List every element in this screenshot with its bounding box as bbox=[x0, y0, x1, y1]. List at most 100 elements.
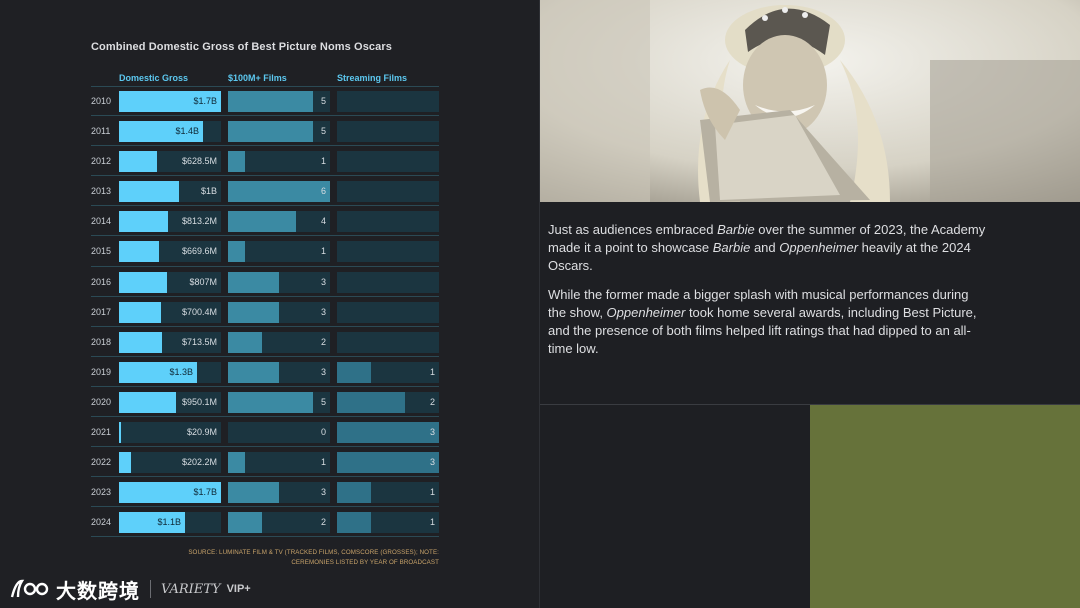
domestic-gross-bar bbox=[119, 452, 132, 474]
domestic-gross-track: $713.5M bbox=[119, 331, 221, 353]
vip-badge: VIP+ bbox=[226, 583, 251, 595]
domestic-gross-bar bbox=[119, 151, 157, 173]
row-rule bbox=[91, 385, 439, 387]
100m-films-track: 5 bbox=[228, 121, 330, 143]
year-label: 2020 bbox=[91, 396, 112, 407]
logo-icon bbox=[10, 579, 49, 598]
100m-films-value-label: 2 bbox=[320, 517, 326, 528]
streaming-films-value-label: 1 bbox=[429, 366, 435, 377]
domestic-gross-track: $20.9M bbox=[119, 422, 221, 444]
row-rule bbox=[91, 295, 439, 297]
100m-films-value-label: 5 bbox=[320, 396, 326, 407]
streaming-films-track bbox=[337, 301, 439, 323]
streaming-films-track bbox=[337, 331, 439, 353]
chart-row: 2021 $20.9M 0 3 bbox=[91, 417, 439, 448]
domestic-gross-bar bbox=[119, 121, 203, 143]
year-label: 2022 bbox=[91, 457, 112, 468]
article-paragraph-1: Just as audiences embraced Barbie over t… bbox=[548, 222, 986, 273]
domestic-gross-bar bbox=[119, 361, 197, 383]
chart-body: 2010 $1.7B 5 2011 $1.4B 5 2012 $628.5M 1 2013 $1B 6… bbox=[91, 86, 439, 538]
row-rule bbox=[91, 506, 439, 508]
chart-row: 2023 $1.7B 3 1 bbox=[91, 477, 439, 508]
domestic-gross-track: $813.2M bbox=[119, 211, 221, 233]
chart-row: 2022 $202.2M 1 3 bbox=[91, 447, 439, 478]
vertical-divider bbox=[539, 0, 540, 608]
domestic-gross-value-label: $202.2M bbox=[181, 457, 217, 468]
column-header-streaming-films: Streaming Films bbox=[337, 73, 408, 83]
100m-films-track: 3 bbox=[228, 271, 330, 293]
domestic-gross-value-label: $1.1B bbox=[157, 517, 181, 528]
streaming-films-track bbox=[337, 271, 439, 293]
100m-films-bar bbox=[228, 151, 245, 173]
domestic-gross-track: $1.3B bbox=[119, 361, 221, 383]
streaming-films-track bbox=[337, 181, 439, 203]
100m-films-bar bbox=[228, 241, 245, 263]
chart-top-rule bbox=[91, 86, 439, 87]
domestic-gross-value-label: $950.1M bbox=[181, 396, 217, 407]
row-rule bbox=[91, 536, 439, 538]
streaming-films-bar bbox=[337, 361, 371, 383]
streaming-films-track: 3 bbox=[337, 422, 439, 444]
chart-title: Combined Domestic Gross of Best Picture … bbox=[91, 41, 392, 53]
domestic-gross-track: $669.6M bbox=[119, 241, 221, 263]
100m-films-track: 3 bbox=[228, 301, 330, 323]
chart-row: 2016 $807M 3 bbox=[91, 267, 439, 297]
row-rule bbox=[91, 446, 439, 448]
100m-films-bar bbox=[228, 482, 279, 504]
row-rule bbox=[91, 235, 439, 237]
streaming-films-track: 1 bbox=[337, 361, 439, 383]
100m-films-value-label: 2 bbox=[320, 336, 326, 347]
100m-films-track: 5 bbox=[228, 91, 330, 112]
100m-films-track: 3 bbox=[228, 361, 330, 383]
chart-row: 2018 $713.5M 2 bbox=[91, 327, 439, 357]
streaming-films-track: 1 bbox=[337, 482, 439, 504]
year-label: 2013 bbox=[91, 186, 112, 197]
year-label: 2017 bbox=[91, 306, 112, 317]
row-rule bbox=[91, 265, 439, 267]
100m-films-value-label: 4 bbox=[320, 216, 326, 227]
chart-row: 2024 $1.1B 2 1 bbox=[91, 507, 439, 538]
100m-films-bar bbox=[228, 512, 262, 534]
column-header-domestic-gross: Domestic Gross bbox=[119, 73, 189, 83]
domestic-gross-track: $202.2M bbox=[119, 452, 221, 474]
streaming-films-value-label: 1 bbox=[429, 487, 435, 498]
streaming-films-track: 3 bbox=[337, 452, 439, 474]
domestic-gross-bar bbox=[119, 422, 121, 444]
streaming-films-bar bbox=[337, 512, 371, 534]
streaming-films-value-label: 3 bbox=[429, 457, 435, 468]
domestic-gross-value-label: $807M bbox=[189, 276, 217, 287]
watermark-brand-name: 大数跨境 bbox=[56, 580, 140, 603]
year-label: 2011 bbox=[91, 126, 111, 137]
domestic-gross-value-label: $1.3B bbox=[169, 366, 193, 377]
100m-films-value-label: 3 bbox=[320, 366, 326, 377]
100m-films-track: 6 bbox=[228, 181, 330, 203]
domestic-gross-track: $1.1B bbox=[119, 512, 221, 534]
chart-row: 2010 $1.7B 5 bbox=[91, 86, 439, 117]
article-text: Just as audiences embraced Barbie over t… bbox=[548, 221, 988, 369]
domestic-gross-bar bbox=[119, 512, 185, 534]
100m-films-bar bbox=[228, 121, 313, 143]
100m-films-bar bbox=[228, 271, 279, 293]
olive-color-block bbox=[810, 405, 1080, 608]
100m-films-track: 4 bbox=[228, 211, 330, 233]
row-rule bbox=[91, 115, 439, 117]
100m-films-value-label: 1 bbox=[320, 246, 326, 257]
row-rule bbox=[91, 355, 439, 357]
year-label: 2012 bbox=[91, 156, 112, 167]
streaming-films-track bbox=[337, 211, 439, 233]
100m-films-track: 1 bbox=[228, 241, 330, 263]
streaming-films-bar bbox=[337, 391, 405, 413]
year-label: 2018 bbox=[91, 336, 112, 347]
domestic-gross-bar bbox=[119, 271, 168, 293]
100m-films-bar bbox=[228, 391, 313, 413]
column-header-100m-films: $100M+ Films bbox=[228, 73, 287, 83]
year-label: 2016 bbox=[91, 276, 112, 287]
row-rule bbox=[91, 205, 439, 207]
year-label: 2023 bbox=[91, 487, 112, 498]
chart-row: 2020 $950.1M 5 2 bbox=[91, 387, 439, 418]
year-label: 2014 bbox=[91, 216, 112, 227]
year-label: 2021 bbox=[91, 427, 112, 438]
100m-films-value-label: 0 bbox=[320, 427, 326, 438]
domestic-gross-track: $950.1M bbox=[119, 391, 221, 413]
domestic-gross-track: $1.4B bbox=[119, 121, 221, 143]
